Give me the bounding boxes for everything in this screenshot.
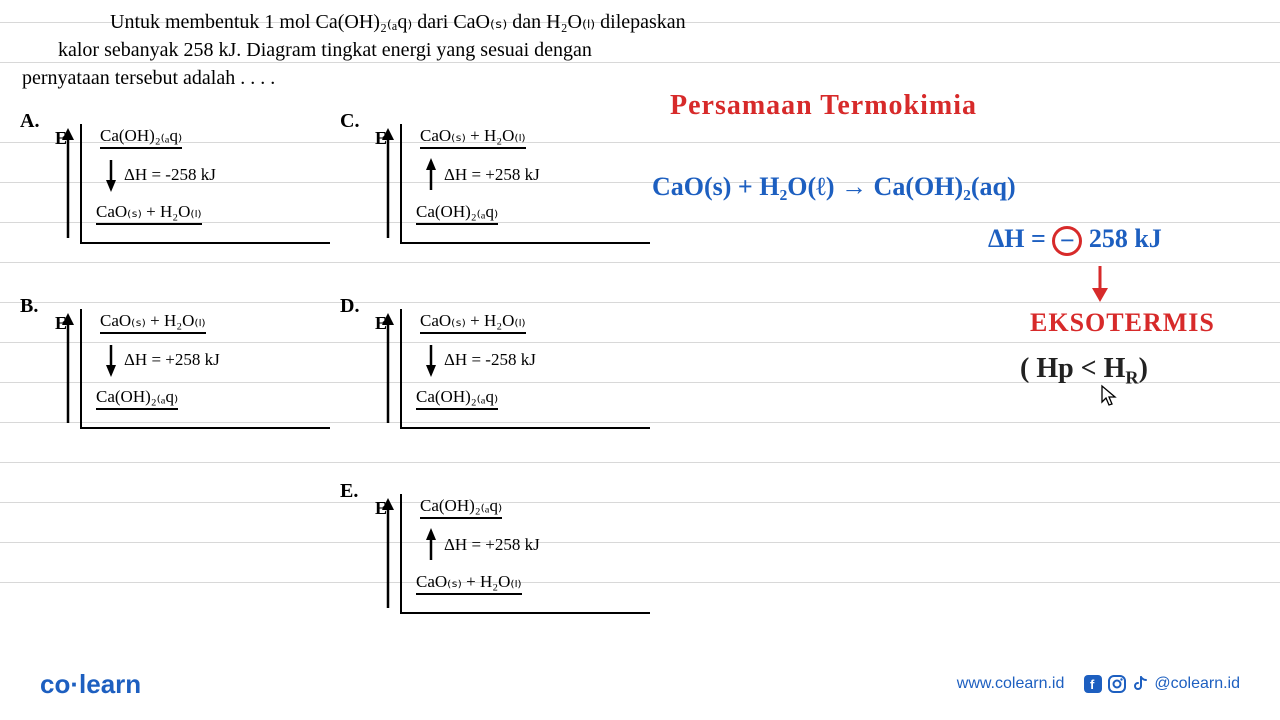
diagram-d: D. E CaO₍ₛ₎ + H₂O₍ₗ₎ ΔH = -258 kJ Ca(OH)…: [340, 295, 650, 445]
diagram-b-delta-h: ΔH = +258 kJ: [106, 343, 220, 377]
question-line-3: pernyataan tersebut adalah . . . .: [22, 64, 922, 92]
diagram-c-bottom-level: Ca(OH)₂₍ₐq₎: [416, 202, 498, 225]
notes-delta-h: ΔH = − 258 kJ: [988, 224, 1162, 256]
instagram-icon: [1108, 675, 1126, 693]
diagram-b-label: B.: [20, 295, 38, 318]
diagram-d-bottom-level: Ca(OH)₂₍ₐq₎: [416, 387, 498, 410]
tiktok-icon: [1132, 675, 1148, 693]
diagram-a-bottom-level: CaO₍ₛ₎ + H₂O₍ₗ₎: [96, 202, 202, 225]
diagram-a-label: A.: [20, 110, 39, 133]
notes-exo: EKSOTERMIS: [1030, 308, 1215, 338]
footer-url: www.colearn.id: [957, 675, 1065, 693]
social-icons: f @colearn.id: [1084, 675, 1240, 693]
diagram-d-top-level: CaO₍ₛ₎ + H₂O₍ₗ₎: [420, 311, 526, 334]
facebook-icon: f: [1084, 675, 1102, 693]
small-arrow-down-icon: [106, 158, 116, 192]
question-line-1: Untuk membentuk 1 mol Ca(OH)₂₍ₐq₎ dari C…: [22, 8, 922, 36]
circled-minus-icon: −: [1052, 226, 1082, 256]
diagram-b-bottom-level: Ca(OH)₂₍ₐq₎: [96, 387, 178, 410]
diagram-d-delta-h: ΔH = -258 kJ: [426, 343, 536, 377]
small-arrow-down-icon: [426, 343, 436, 377]
diagram-e-top-level: Ca(OH)₂₍ₐq₎: [420, 496, 502, 519]
diagram-e-bottom-level: CaO₍ₛ₎ + H₂O₍ₗ₎: [416, 572, 522, 595]
notes-hphr: ( Hp < HR): [1020, 353, 1148, 389]
axis-arrow-icon: [62, 128, 74, 240]
brand-logo: co·learn: [40, 669, 141, 700]
diagram-a: A. E Ca(OH)₂₍ₐq₎ ΔH = -258 kJ CaO₍ₛ₎ + H…: [20, 110, 330, 260]
question-text: Untuk membentuk 1 mol Ca(OH)₂₍ₐq₎ dari C…: [22, 8, 922, 92]
axis-frame: Ca(OH)₂₍ₐq₎ ΔH = +258 kJ CaO₍ₛ₎ + H₂O₍ₗ₎: [400, 494, 650, 614]
diagram-e-label: E.: [340, 480, 358, 503]
exo-arrow-icon: [1090, 264, 1110, 302]
axis-frame: CaO₍ₛ₎ + H₂O₍ₗ₎ ΔH = +258 kJ Ca(OH)₂₍ₐq₎: [400, 124, 650, 244]
diagram-c-top-level: CaO₍ₛ₎ + H₂O₍ₗ₎: [420, 126, 526, 149]
diagram-a-top-level: Ca(OH)₂₍ₐq₎: [100, 126, 182, 149]
axis-frame: CaO₍ₛ₎ + H₂O₍ₗ₎ ΔH = +258 kJ Ca(OH)₂₍ₐq₎: [80, 309, 330, 429]
axis-frame: Ca(OH)₂₍ₐq₎ ΔH = -258 kJ CaO₍ₛ₎ + H₂O₍ₗ₎: [80, 124, 330, 244]
cursor-icon: [1100, 384, 1118, 408]
diagram-e-delta-h: ΔH = +258 kJ: [426, 528, 540, 562]
footer-handle: @colearn.id: [1154, 675, 1240, 693]
diagram-e: E. E Ca(OH)₂₍ₐq₎ ΔH = +258 kJ CaO₍ₛ₎ + H…: [340, 480, 650, 630]
axis-frame: CaO₍ₛ₎ + H₂O₍ₗ₎ ΔH = -258 kJ Ca(OH)₂₍ₐq₎: [400, 309, 650, 429]
small-arrow-up-icon: [426, 528, 436, 562]
axis-arrow-icon: [62, 313, 74, 425]
axis-arrow-icon: [382, 313, 394, 425]
question-line-2: kalor sebanyak 258 kJ. Diagram tingkat e…: [22, 36, 922, 64]
notes-equation: CaO(s) + H₂O(ℓ) → Ca(OH)₂(aq): [652, 172, 1016, 202]
diagram-c-delta-h: ΔH = +258 kJ: [426, 158, 540, 192]
small-arrow-down-icon: [106, 343, 116, 377]
diagram-d-label: D.: [340, 295, 359, 318]
diagram-b-top-level: CaO₍ₛ₎ + H₂O₍ₗ₎: [100, 311, 206, 334]
diagram-a-delta-h: ΔH = -258 kJ: [106, 158, 216, 192]
axis-arrow-icon: [382, 128, 394, 240]
footer: co·learn www.colearn.id f @colearn.id: [0, 664, 1280, 704]
small-arrow-up-icon: [426, 158, 436, 192]
axis-arrow-icon: [382, 498, 394, 610]
diagram-c-label: C.: [340, 110, 359, 133]
svg-text:f: f: [1090, 677, 1095, 692]
diagram-b: B. E CaO₍ₛ₎ + H₂O₍ₗ₎ ΔH = +258 kJ Ca(OH)…: [20, 295, 330, 445]
notes-title: Persamaan Termokimia: [670, 90, 977, 122]
footer-right: www.colearn.id f @colearn.id: [957, 675, 1240, 693]
diagram-c: C. E CaO₍ₛ₎ + H₂O₍ₗ₎ ΔH = +258 kJ Ca(OH)…: [340, 110, 650, 260]
